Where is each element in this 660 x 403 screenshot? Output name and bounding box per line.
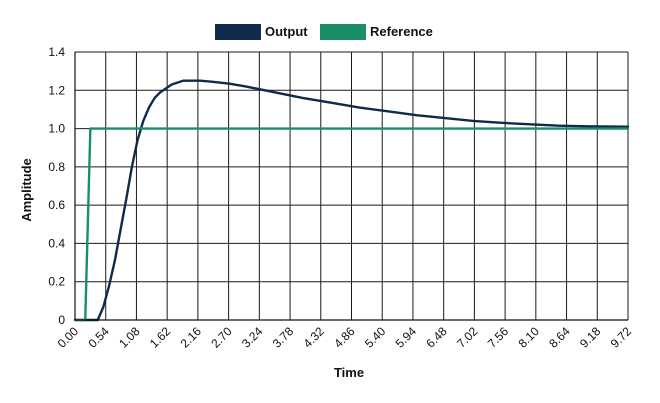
x-tick-label: 1.62 [147,324,174,351]
chart-grid [74,51,629,321]
legend-swatch-reference [320,24,366,40]
legend-swatch-output [215,24,261,40]
legend-label-output: Output [265,24,308,39]
y-tick-label: 0.2 [48,275,65,289]
y-tick-label: 0 [58,313,65,327]
y-tick-label: 0.4 [48,236,65,250]
x-tick-label: 4.86 [331,324,358,351]
x-tick-label: 0.00 [55,324,82,351]
x-tick-label: 9.18 [577,324,604,351]
x-tick-label: 8.10 [516,324,543,351]
x-tick-labels: 0.00 0.54 1.08 1.62 2.16 2.70 3.24 3.78 4.32 4.86… [55,324,635,351]
y-tick-label: 0.8 [48,160,65,174]
x-tick-label: 5.94 [393,324,420,351]
x-tick-label: 3.24 [239,324,266,351]
y-tick-label: 0.6 [48,198,65,212]
y-tick-labels: 0 0.2 0.4 0.6 0.8 1.0 1.2 1.4 [48,45,65,327]
x-tick-label: 3.78 [270,324,297,351]
y-tick-label: 1.0 [48,122,65,136]
chart-legend: Output Reference [215,24,433,40]
x-tick-label: 6.48 [423,324,450,351]
x-axis-title: Time [334,365,364,380]
x-tick-label: 4.32 [300,324,327,351]
x-tick-label: 1.08 [116,324,143,351]
y-axis-title: Amplitude [19,158,34,222]
x-tick-label: 7.02 [454,324,481,351]
x-tick-label: 0.54 [85,324,112,351]
series-line-output [73,79,630,322]
y-tick-label: 1.2 [48,83,65,97]
x-tick-label: 2.16 [178,324,205,351]
legend-label-reference: Reference [370,24,433,39]
x-tick-label: 8.64 [546,324,573,351]
x-tick-label: 5.40 [362,324,389,351]
y-tick-label: 1.4 [48,45,65,59]
chart-axes [74,52,628,321]
x-tick-label: 9.72 [608,324,635,351]
x-tick-label: 2.70 [208,324,235,351]
x-tick-label: 7.56 [485,324,512,351]
